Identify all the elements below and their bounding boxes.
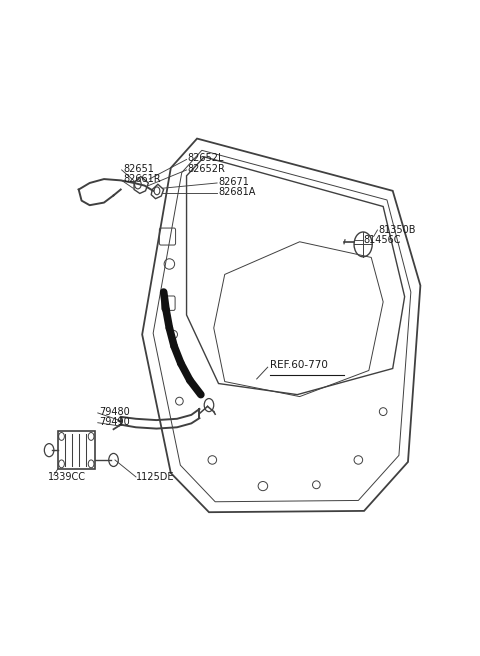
Text: REF.60-770: REF.60-770 [270,360,327,370]
Text: 82652R: 82652R [188,163,226,174]
Text: 82671: 82671 [218,176,250,187]
Text: 81456C: 81456C [363,235,401,245]
Text: 1339CC: 1339CC [48,472,86,482]
Text: 81350B: 81350B [378,225,416,235]
Text: 1125DE: 1125DE [136,472,174,482]
Text: 82651: 82651 [123,163,154,174]
Text: 82681A: 82681A [218,187,256,197]
Text: 79490: 79490 [99,417,130,427]
Text: 79480: 79480 [99,407,130,417]
Text: 82661R: 82661R [123,174,161,184]
Text: 82652L: 82652L [188,153,224,163]
